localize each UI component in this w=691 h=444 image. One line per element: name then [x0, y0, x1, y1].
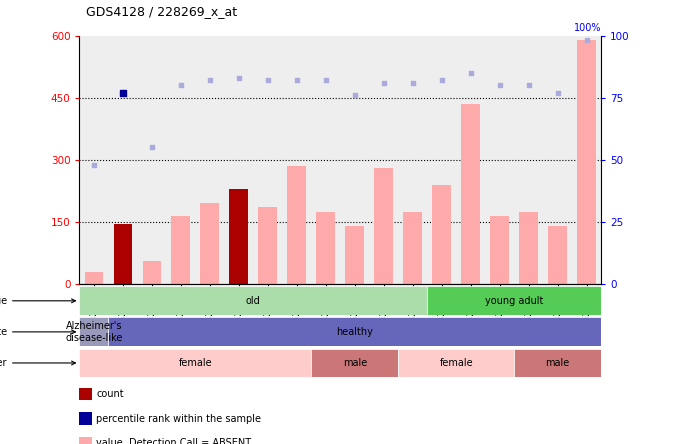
Text: age: age	[0, 296, 75, 306]
Bar	[316, 212, 335, 284]
Text: young adult: young adult	[485, 296, 543, 306]
Bar	[433, 185, 451, 284]
Text: male: male	[546, 358, 570, 368]
Text: GDS4128 / 228269_x_at: GDS4128 / 228269_x_at	[86, 5, 238, 18]
Bar	[427, 286, 601, 315]
Point	[205, 77, 216, 84]
Bar	[398, 349, 514, 377]
Bar	[491, 216, 509, 284]
Point	[465, 69, 476, 76]
Bar	[346, 226, 364, 284]
Text: value, Detection Call = ABSENT: value, Detection Call = ABSENT	[96, 438, 251, 444]
Point	[292, 77, 303, 84]
Text: old: old	[246, 296, 261, 306]
Text: gender: gender	[0, 358, 75, 368]
Text: disease state: disease state	[0, 327, 75, 337]
Bar	[171, 216, 190, 284]
Bar	[287, 166, 306, 284]
Point	[349, 91, 360, 99]
Text: count: count	[96, 389, 124, 399]
Bar	[142, 262, 161, 284]
Bar	[84, 272, 104, 284]
Point	[88, 161, 100, 168]
Bar	[312, 349, 398, 377]
Bar	[375, 168, 393, 284]
Point	[552, 89, 563, 96]
Point	[176, 82, 187, 89]
Bar	[548, 226, 567, 284]
Point	[234, 74, 245, 81]
Point	[263, 77, 274, 84]
Point	[378, 79, 389, 86]
Bar	[577, 40, 596, 284]
Bar	[229, 189, 248, 284]
Bar	[258, 207, 277, 284]
Bar	[200, 203, 219, 284]
Text: Alzheimer's
disease-like: Alzheimer's disease-like	[65, 321, 122, 343]
Bar	[514, 349, 601, 377]
Point	[117, 89, 129, 96]
Text: healthy: healthy	[337, 327, 373, 337]
Text: female: female	[178, 358, 212, 368]
Bar	[79, 349, 312, 377]
Point	[321, 77, 332, 84]
Text: 100%: 100%	[574, 23, 601, 33]
Bar	[79, 317, 108, 346]
Point	[494, 82, 505, 89]
Point	[523, 82, 534, 89]
Text: percentile rank within the sample: percentile rank within the sample	[96, 414, 261, 424]
Bar	[520, 212, 538, 284]
Point	[146, 144, 158, 151]
Bar	[462, 104, 480, 284]
Bar	[113, 224, 133, 284]
Bar	[404, 212, 422, 284]
Text: female: female	[439, 358, 473, 368]
Text: male: male	[343, 358, 367, 368]
Point	[436, 77, 447, 84]
Point	[581, 37, 592, 44]
Bar	[79, 286, 427, 315]
Point	[407, 79, 418, 86]
